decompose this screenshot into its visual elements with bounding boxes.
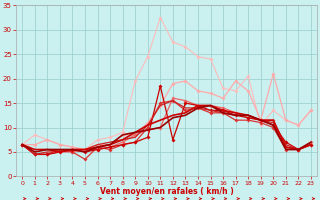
- X-axis label: Vent moyen/en rafales ( km/h ): Vent moyen/en rafales ( km/h ): [100, 187, 234, 196]
